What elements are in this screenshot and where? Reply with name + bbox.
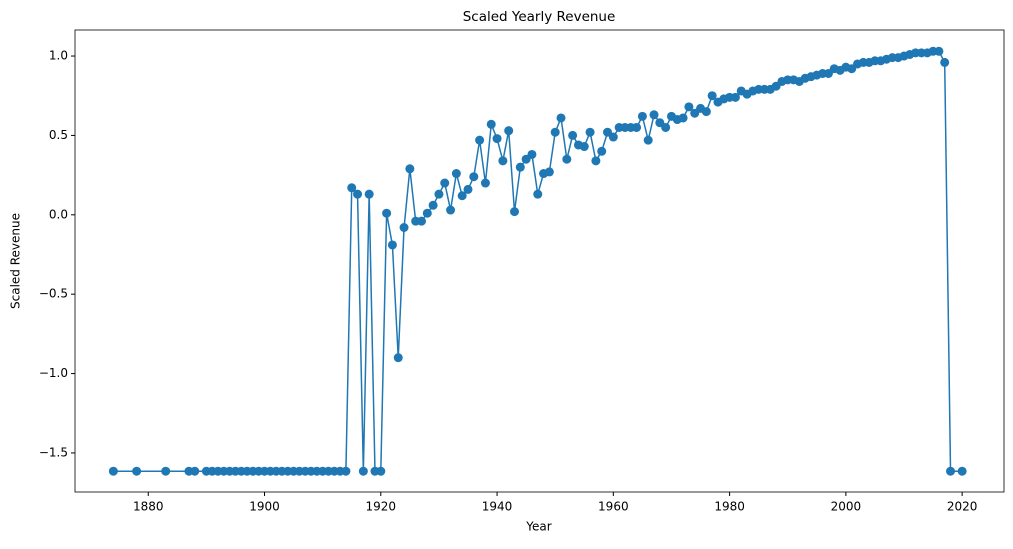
data-point (649, 110, 659, 120)
data-point (480, 178, 490, 188)
data-point (428, 200, 438, 210)
data-point (707, 91, 717, 101)
data-point (550, 127, 560, 137)
data-point (498, 156, 508, 166)
data-point (364, 189, 374, 199)
data-point (510, 207, 520, 217)
data-point (678, 113, 688, 123)
data-point (585, 127, 595, 137)
data-point (934, 46, 944, 56)
data-point (730, 92, 740, 102)
data-point (533, 189, 543, 199)
y-tick-label: −0.5 (39, 287, 68, 301)
data-point (544, 167, 554, 177)
data-point (132, 466, 142, 476)
data-point (416, 216, 426, 226)
data-point (632, 122, 642, 132)
x-tick-label: 1920 (366, 500, 397, 514)
data-point (161, 466, 171, 476)
data-point (515, 162, 525, 172)
data-point (556, 113, 566, 123)
data-point (457, 191, 467, 201)
data-point (643, 135, 653, 145)
data-point (434, 189, 444, 199)
data-point (358, 466, 368, 476)
y-tick-label: −1.5 (39, 445, 68, 459)
data-point (579, 142, 589, 152)
data-point (591, 156, 601, 166)
data-point (399, 223, 409, 233)
data-point (353, 189, 363, 199)
data-point (597, 146, 607, 156)
data-point (347, 183, 357, 193)
data-point (451, 169, 461, 179)
x-axis-label: Year (525, 520, 551, 534)
y-tick-label: 1.0 (49, 49, 68, 63)
x-tick-label: 1900 (249, 500, 280, 514)
x-tick-label: 1960 (598, 500, 629, 514)
data-point (684, 102, 694, 112)
data-point (463, 184, 473, 194)
data-point (475, 135, 485, 145)
x-tick-label: 1980 (714, 500, 745, 514)
data-point (957, 466, 967, 476)
data-point (376, 466, 386, 476)
data-point (637, 111, 647, 121)
chart-title: Scaled Yearly Revenue (463, 9, 616, 25)
data-point (940, 57, 950, 67)
data-point (405, 164, 415, 174)
x-tick-label: 1940 (482, 500, 513, 514)
data-point (661, 122, 671, 132)
data-point (108, 466, 118, 476)
data-point (527, 149, 537, 159)
data-point (422, 208, 432, 218)
y-tick-label: −1.0 (39, 366, 68, 380)
y-axis-label: Scaled Revenue (9, 213, 23, 309)
data-point (492, 134, 502, 144)
plot-frame (74, 29, 1005, 493)
y-tick-label: 0.5 (49, 128, 68, 142)
data-point (504, 126, 514, 136)
data-point (568, 130, 578, 140)
data-point (393, 353, 403, 363)
series-line (113, 50, 963, 472)
data-point (440, 178, 450, 188)
data-point (946, 466, 956, 476)
x-tick-label: 1880 (133, 500, 164, 514)
data-point (190, 466, 200, 476)
x-tick-label: 2020 (947, 500, 978, 514)
data-point (446, 205, 456, 215)
y-tick-label: 0.0 (49, 207, 68, 221)
data-point (608, 132, 618, 142)
data-point (486, 119, 496, 129)
data-point (341, 466, 351, 476)
data-point (469, 172, 479, 182)
data-point (382, 208, 392, 218)
data-point (387, 240, 397, 250)
data-point (562, 154, 572, 164)
x-tick-label: 2000 (831, 500, 862, 514)
data-point (701, 107, 711, 117)
